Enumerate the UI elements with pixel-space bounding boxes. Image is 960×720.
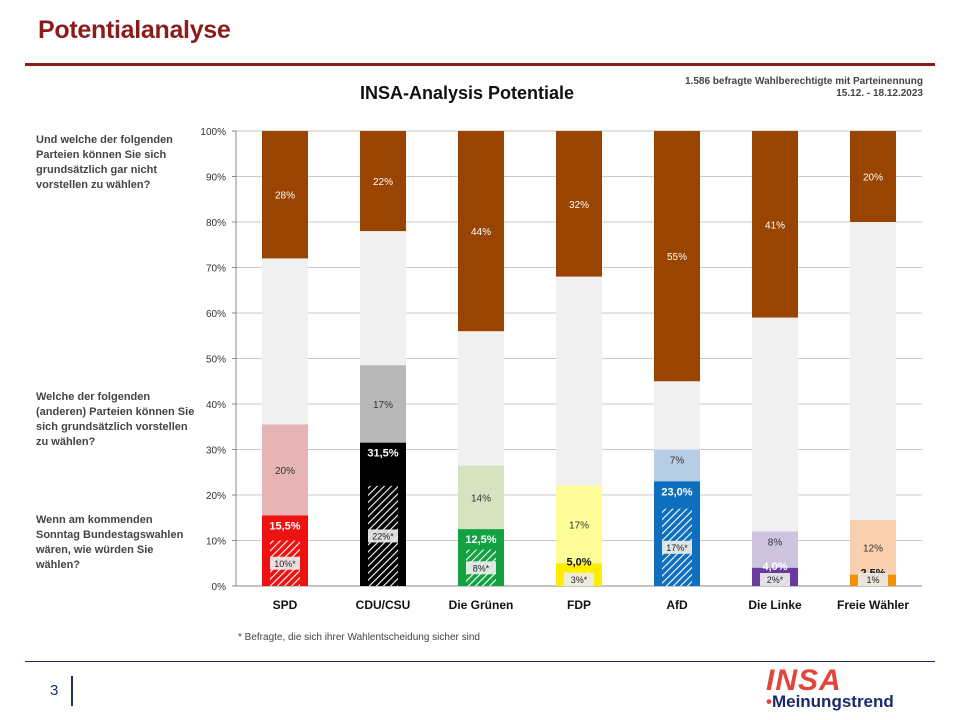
page-title: Potentialanalyse (38, 16, 231, 44)
x-category-label: FDP (567, 598, 591, 612)
page-number: 3 (50, 682, 59, 699)
data-label-vote: 31,5% (367, 448, 398, 460)
data-label-no-go: 55% (667, 252, 687, 263)
bar-neutral-segment (262, 258, 308, 425)
y-tick-label: 70% (206, 264, 226, 275)
data-label-vote: 12,5% (465, 534, 496, 546)
data-label-potential: 20% (275, 466, 295, 477)
bar-potential-segment (752, 531, 798, 568)
data-label-potential: 12% (863, 543, 883, 554)
bar-potential-segment (556, 485, 602, 564)
logo-subtitle: Meinungstrend (771, 692, 894, 711)
footer-divider (25, 661, 935, 662)
bar-neutral-segment (654, 381, 700, 450)
data-label-potential: 7% (670, 456, 685, 467)
bar-neutral-segment (752, 317, 798, 532)
bar-potential-segment (458, 465, 504, 530)
data-label-sure-box (564, 573, 594, 586)
data-label-sure: 10%* (274, 559, 296, 569)
data-label-no-go: 22% (373, 177, 393, 188)
y-tick-label: 30% (206, 446, 226, 457)
bar-neutral-segment (360, 231, 406, 366)
bar-neutral-segment (850, 222, 896, 521)
data-label-no-go: 44% (471, 227, 491, 238)
data-label-sure-box (858, 573, 888, 586)
data-label-no-go: 32% (569, 200, 589, 211)
question-no-go: Und welche der folgenden Parteien können… (36, 134, 173, 191)
data-label-no-go: 20% (863, 173, 883, 184)
data-label-sure-box (760, 573, 790, 586)
bar-neutral-segment (458, 331, 504, 466)
insa-logo: INSA •Meinungstrend (766, 665, 916, 715)
question-potential: Welche der folgenden (anderen) Parteien … (36, 391, 195, 448)
data-label-sure: 22%* (372, 531, 394, 541)
bar-no-go-segment (850, 131, 896, 222)
data-label-vote: 23,0% (661, 486, 692, 498)
data-label-vote: 5,0% (566, 556, 591, 568)
data-label-sure-box (662, 540, 692, 554)
y-tick-label: 100% (200, 127, 226, 138)
bar-no-go-segment (752, 131, 798, 318)
data-label-sure-box (466, 561, 496, 575)
chart-title: INSA-Analysis Potentiale (360, 83, 575, 103)
y-tick-label: 40% (206, 400, 226, 411)
x-category-label: AfD (666, 598, 688, 612)
data-label-no-go: 41% (765, 220, 785, 231)
data-label-sure: 1% (866, 575, 879, 585)
data-label-sure: 17%* (666, 543, 688, 553)
stacked-bar-chart: 0% 10% 20% 30% 40% 50% 60% 70% 80% 90% 100% SPD 28%… (200, 127, 922, 612)
bar-no-go-segment (556, 131, 602, 277)
bar-no-go-segment (360, 131, 406, 232)
x-category-label: Die Grünen (449, 598, 514, 612)
data-label-no-go: 28% (275, 191, 295, 202)
y-tick-label: 50% (206, 355, 226, 366)
y-tick-label: 90% (206, 173, 226, 184)
y-tick-label: 60% (206, 309, 226, 320)
bar-no-go-segment (458, 131, 504, 332)
y-tick-label: 10% (206, 537, 226, 548)
title-divider (25, 63, 935, 66)
data-label-potential: 14% (471, 493, 491, 504)
logo-dot: • (766, 692, 772, 711)
bar-potential-segment (262, 424, 308, 516)
data-label-potential: 17% (569, 521, 589, 532)
x-category-label: Die Linke (748, 598, 802, 612)
survey-sample: 1.586 befragte Wahlberechtigte mit Parte… (684, 76, 923, 87)
bar-potential-segment (850, 520, 896, 575)
y-tick-label: 0% (212, 582, 227, 593)
footnote: * Befragte, die sich ihrer Wahlentscheid… (238, 632, 480, 643)
bar-potential-segment (360, 365, 406, 443)
data-label-potential: 17% (373, 400, 393, 411)
x-category-label: CDU/CSU (356, 598, 411, 612)
question-vote: Wenn am kommenden Sonntag Bundestagswahl… (36, 514, 184, 571)
y-tick-label: 80% (206, 218, 226, 229)
data-label-vote: 15,5% (269, 520, 300, 532)
bar-no-go-segment (262, 131, 308, 259)
data-label-sure: 2%* (767, 575, 784, 585)
page-number-bar (71, 676, 73, 706)
y-tick-label: 20% (206, 491, 226, 502)
bar-no-go-segment (654, 131, 700, 382)
x-category-label: Freie Wähler (837, 598, 909, 612)
data-label-sure: 8%* (473, 563, 490, 573)
survey-meta: 1.586 befragte Wahlberechtigte mit Parte… (685, 76, 923, 100)
bar-potential-segment (654, 449, 700, 482)
data-label-sure-box (368, 529, 398, 543)
x-category-label: SPD (273, 598, 298, 612)
bar-neutral-segment (556, 276, 602, 486)
data-label-vote: 4,0% (762, 561, 787, 573)
survey-dates: 15.12. - 18.12.2023 (836, 88, 923, 99)
logo-wordmark: INSA (766, 664, 842, 697)
data-label-sure: 3%* (571, 575, 588, 585)
data-label-potential: 8% (768, 537, 783, 548)
data-label-sure-box (270, 556, 300, 570)
